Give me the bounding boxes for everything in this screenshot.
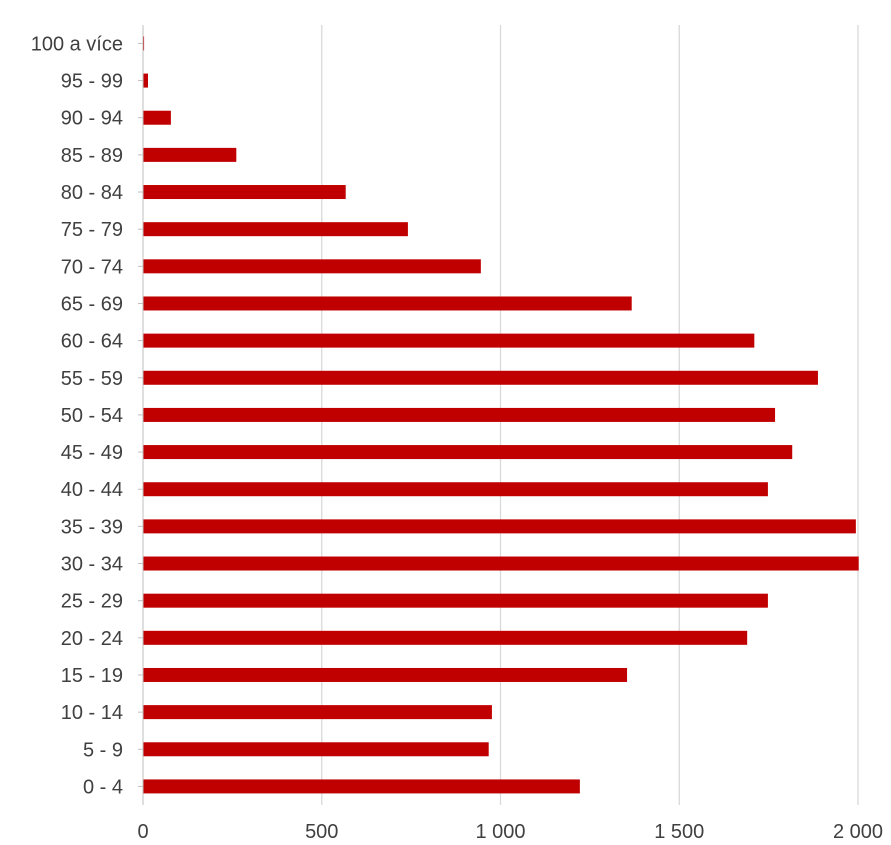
- bar: [143, 185, 346, 200]
- bar: [143, 36, 145, 51]
- category-label: 50 - 54: [61, 405, 123, 427]
- category-label: 75 - 79: [61, 219, 123, 241]
- category-axis: [138, 25, 144, 805]
- x-tick-label: 500: [305, 821, 338, 843]
- category-label: 60 - 64: [61, 331, 123, 353]
- bar: [143, 296, 632, 311]
- bar: [143, 259, 481, 274]
- x-tick-label: 1 500: [654, 821, 704, 843]
- category-label: 30 - 34: [61, 554, 123, 576]
- category-label: 100 a více: [31, 33, 123, 55]
- category-label: 85 - 89: [61, 145, 123, 167]
- category-label: 80 - 84: [61, 182, 123, 204]
- category-label: 15 - 19: [61, 665, 123, 687]
- category-label: 70 - 74: [61, 256, 123, 278]
- category-labels: 0 - 4 5 - 9 10 - 14 15 - 19 20 - 24 25 - 29 30…: [31, 33, 123, 798]
- bar: [143, 73, 149, 88]
- bar: [143, 519, 856, 534]
- bar: [143, 742, 489, 757]
- bar: [143, 445, 793, 460]
- value-tick-labels: 0 500 1 000 1 500 2 000: [137, 821, 883, 843]
- category-label: 55 - 59: [61, 368, 123, 390]
- bar: [143, 147, 237, 162]
- bar: [143, 593, 768, 608]
- category-label: 65 - 69: [61, 293, 123, 315]
- category-label: 90 - 94: [61, 108, 123, 130]
- bar: [143, 333, 755, 348]
- bar: [143, 556, 859, 571]
- x-tick-label: 1 000: [475, 821, 525, 843]
- x-tick-label: 0: [137, 821, 148, 843]
- category-label: 10 - 14: [61, 702, 123, 724]
- category-label: 95 - 99: [61, 71, 123, 93]
- bar: [143, 110, 171, 125]
- category-label: 35 - 39: [61, 516, 123, 538]
- bar: [143, 705, 492, 720]
- bar: [143, 482, 768, 497]
- bar: [143, 667, 628, 682]
- bars: [143, 36, 859, 794]
- bar: [143, 407, 776, 422]
- bar: [143, 630, 748, 645]
- bar: [143, 779, 580, 794]
- category-label: 25 - 29: [61, 591, 123, 613]
- category-label: 40 - 44: [61, 479, 123, 501]
- category-label: 0 - 4: [83, 776, 123, 798]
- category-label: 20 - 24: [61, 628, 123, 650]
- category-label: 5 - 9: [83, 739, 123, 761]
- bar: [143, 370, 818, 385]
- category-label: 45 - 49: [61, 442, 123, 464]
- x-tick-label: 2 000: [833, 821, 883, 843]
- bar: [143, 222, 408, 237]
